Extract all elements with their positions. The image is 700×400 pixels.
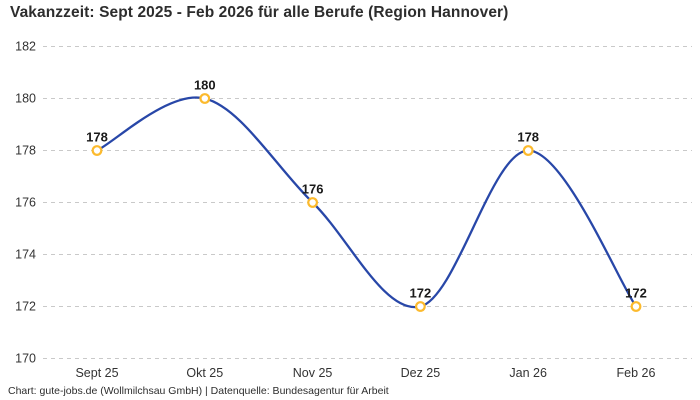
y-axis-tick-label: 174 (15, 248, 36, 262)
y-axis-tick-label: 180 (15, 92, 36, 106)
data-point-label: 172 (410, 286, 432, 301)
data-point-label: 180 (194, 78, 216, 93)
y-axis-tick-label: 170 (15, 352, 36, 366)
x-axis-tick-label: Nov 25 (293, 366, 333, 380)
data-point-marker[interactable] (307, 197, 319, 208)
y-axis-tick-label: 182 (15, 40, 36, 54)
data-point-marker[interactable] (91, 145, 103, 156)
x-axis-tick-label: Dez 25 (401, 366, 441, 380)
data-point-marker[interactable] (415, 301, 426, 312)
x-axis-tick-label: Jan 26 (509, 366, 547, 380)
data-point-marker[interactable] (199, 93, 211, 104)
data-point-marker[interactable] (630, 301, 642, 312)
y-axis-tick-label: 172 (15, 300, 36, 314)
y-axis-tick-label: 178 (15, 144, 36, 158)
x-axis-tick-label: Feb 26 (617, 366, 656, 380)
data-point-label: 178 (86, 130, 108, 145)
data-point-label: 178 (517, 130, 539, 145)
data-point-marker[interactable] (522, 145, 534, 156)
x-axis-tick-label: Okt 25 (186, 366, 223, 380)
chart-footer: Chart: gute-jobs.de (Wollmilchsau GmbH) … (8, 385, 389, 397)
y-axis-tick-label: 176 (15, 196, 36, 210)
x-axis-tick-label: Sept 25 (75, 366, 118, 380)
data-point-label: 176 (302, 182, 324, 197)
chart-title: Vakanzzeit: Sept 2025 - Feb 2026 für all… (10, 4, 509, 21)
data-point-label: 172 (625, 286, 647, 301)
